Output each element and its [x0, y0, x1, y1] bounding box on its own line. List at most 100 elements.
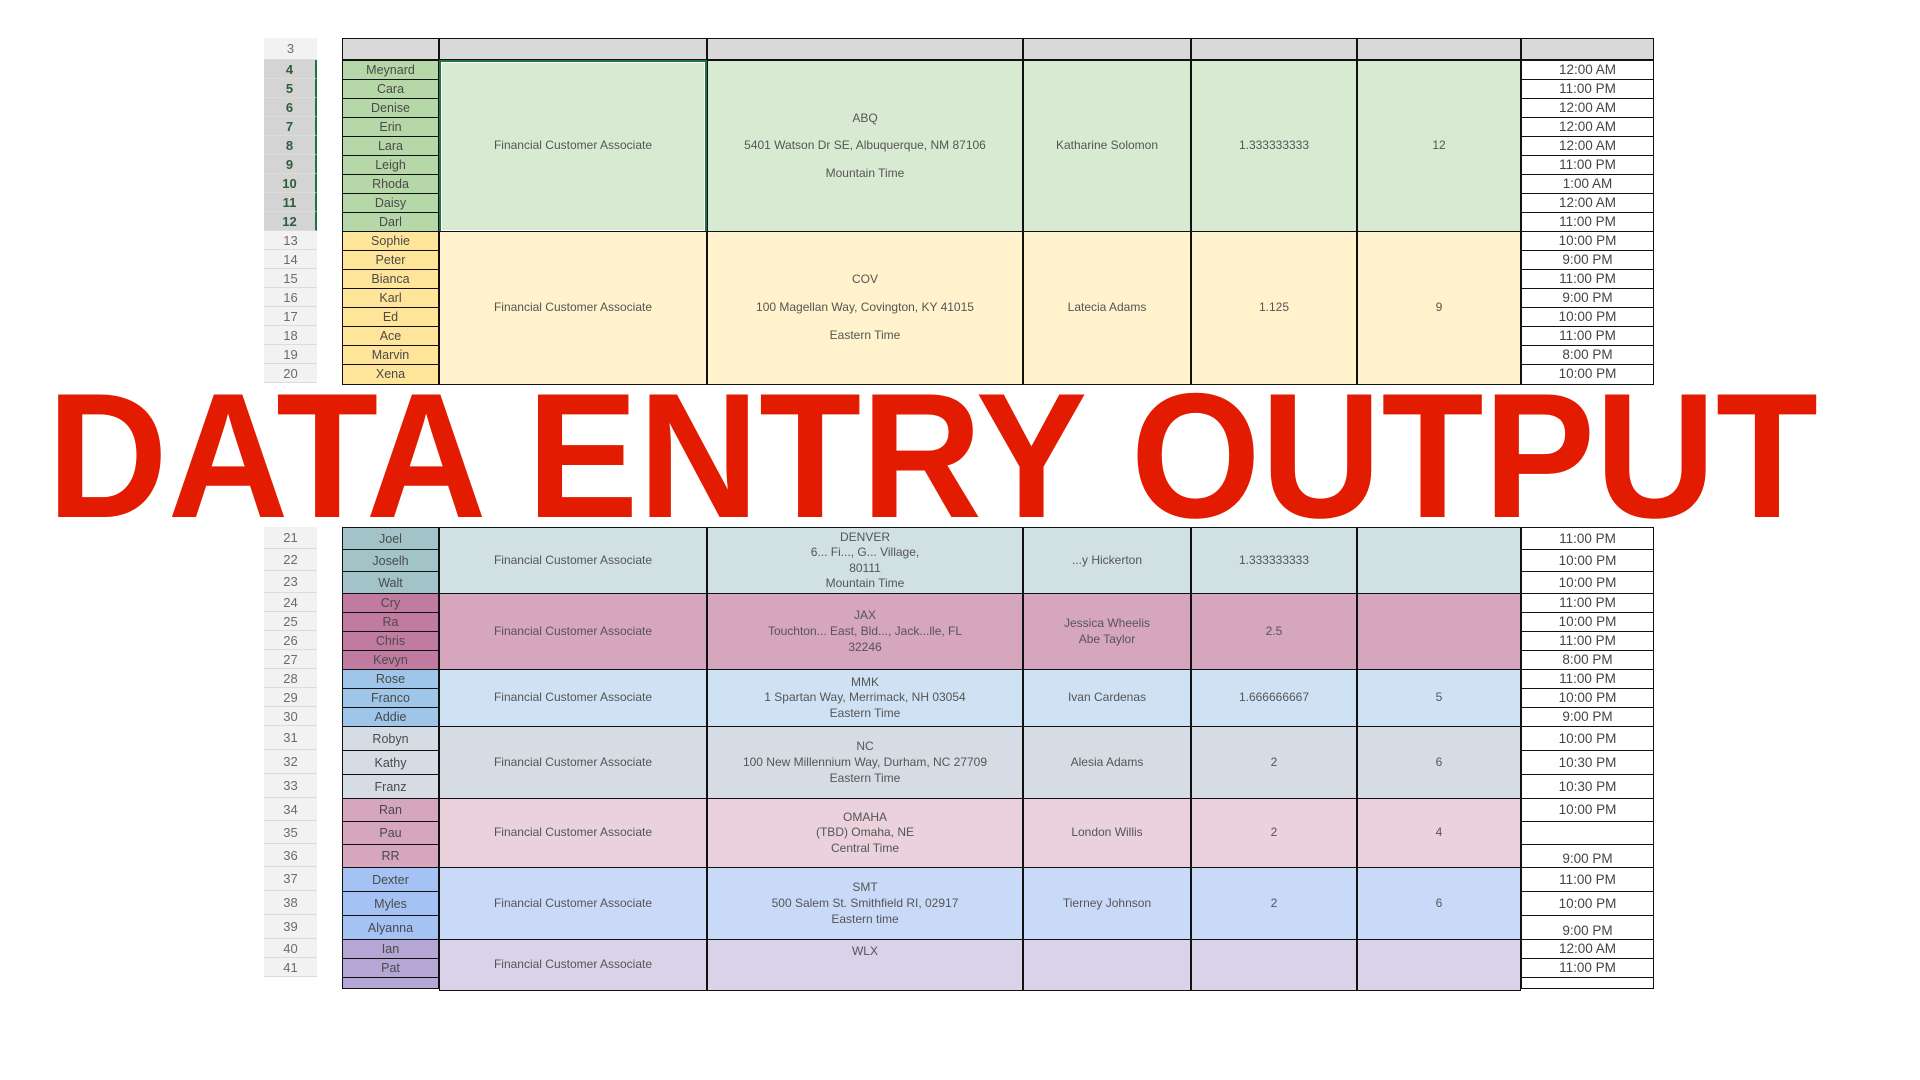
employee-name-cell[interactable]: Marvin — [342, 345, 439, 366]
location-cell[interactable]: MMK 1 Spartan Way, Merrimack, NH 03054 Eas… — [707, 669, 1023, 728]
schedule-time-cell[interactable]: 11:00 PM — [1521, 669, 1654, 690]
row-number[interactable]: 25 — [264, 612, 317, 631]
job-title-cell[interactable]: Financial Customer Associate — [439, 798, 707, 869]
schedule-time-cell[interactable]: 11:00 PM — [1521, 79, 1654, 100]
count-cell[interactable]: 6 — [1357, 726, 1521, 800]
column-header-c6[interactable] — [1357, 38, 1521, 60]
employee-name-cell[interactable]: RR — [342, 844, 439, 869]
count-cell[interactable]: 6 — [1357, 867, 1521, 941]
row-number[interactable]: 14 — [264, 250, 317, 269]
schedule-time-cell[interactable]: 10:00 PM — [1521, 688, 1654, 709]
consultant-cell[interactable]: Katharine Solomon — [1023, 60, 1191, 233]
ratio-cell[interactable]: 2 — [1191, 726, 1357, 800]
employee-name-cell[interactable]: Myles — [342, 891, 439, 917]
job-title-cell[interactable]: Financial Customer Associate — [439, 669, 707, 728]
consultant-cell[interactable]: Ivan Cardenas — [1023, 669, 1191, 728]
employee-name-cell[interactable]: Franz — [342, 774, 439, 800]
ratio-cell[interactable]: 1.125 — [1191, 231, 1357, 385]
count-cell[interactable]: 4 — [1357, 798, 1521, 869]
employee-name-cell[interactable]: Joselh — [342, 549, 439, 573]
schedule-time-cell[interactable]: 12:00 AM — [1521, 60, 1654, 81]
row-number[interactable]: 19 — [264, 345, 317, 364]
count-cell[interactable]: 9 — [1357, 231, 1521, 385]
job-title-cell[interactable]: Financial Customer Associate — [439, 867, 707, 941]
schedule-time-cell[interactable]: 9:00 PM — [1521, 844, 1654, 869]
row-number[interactable]: 16 — [264, 288, 317, 307]
employee-name-cell[interactable]: Joel — [342, 527, 439, 551]
row-number[interactable]: 26 — [264, 631, 317, 650]
ratio-cell[interactable]: 2.5 — [1191, 593, 1357, 671]
row-number[interactable]: 40 — [264, 939, 317, 958]
row-number[interactable]: 7 — [264, 117, 317, 136]
consultant-cell[interactable]: Alesia Adams — [1023, 726, 1191, 800]
column-header-time[interactable] — [1521, 38, 1654, 60]
count-cell[interactable]: 5 — [1357, 669, 1521, 728]
employee-name-cell[interactable]: Addie — [342, 707, 439, 728]
ratio-cell[interactable]: 1.333333333 — [1191, 60, 1357, 233]
job-title-cell[interactable]: Financial Customer Associate — [439, 593, 707, 671]
schedule-time-cell[interactable]: 12:00 AM — [1521, 136, 1654, 157]
row-number[interactable]: 38 — [264, 891, 317, 915]
employee-name-cell[interactable]: Daisy — [342, 193, 439, 214]
count-cell[interactable] — [1357, 939, 1521, 991]
row-number[interactable]: 3 — [264, 38, 317, 60]
location-cell[interactable]: OMAHA (TBD) Omaha, NE Central Time — [707, 798, 1023, 869]
schedule-time-cell[interactable]: 11:00 PM — [1521, 326, 1654, 347]
employee-name-cell[interactable]: Ran — [342, 798, 439, 823]
schedule-time-cell[interactable]: 12:00 AM — [1521, 117, 1654, 138]
ratio-cell[interactable] — [1191, 939, 1357, 991]
employee-name-cell[interactable]: Leigh — [342, 155, 439, 176]
row-number[interactable]: 11 — [264, 193, 317, 212]
consultant-cell[interactable]: Jessica Wheelis Abe Taylor — [1023, 593, 1191, 671]
schedule-time-cell[interactable]: 11:00 PM — [1521, 958, 1654, 979]
row-number[interactable]: 5 — [264, 79, 317, 98]
job-title-cell[interactable]: Financial Customer Associate — [439, 726, 707, 800]
employee-name-cell[interactable]: Lara — [342, 136, 439, 157]
employee-name-cell[interactable] — [342, 977, 439, 989]
consultant-cell[interactable]: ...y Hickerton — [1023, 527, 1191, 595]
employee-name-cell[interactable]: Darl — [342, 212, 439, 233]
employee-name-cell[interactable]: Rhoda — [342, 174, 439, 195]
schedule-time-cell[interactable] — [1521, 977, 1654, 989]
row-number[interactable]: 34 — [264, 798, 317, 821]
schedule-time-cell[interactable]: 10:00 PM — [1521, 307, 1654, 328]
row-number[interactable]: 29 — [264, 688, 317, 707]
count-cell[interactable]: 12 — [1357, 60, 1521, 233]
schedule-time-cell[interactable]: 11:00 PM — [1521, 867, 1654, 893]
row-number[interactable]: 22 — [264, 549, 317, 571]
ratio-cell[interactable]: 2 — [1191, 798, 1357, 869]
row-number[interactable]: 8 — [264, 136, 317, 155]
row-number[interactable]: 4 — [264, 60, 317, 79]
schedule-time-cell[interactable]: 12:00 AM — [1521, 939, 1654, 960]
employee-name-cell[interactable]: Sophie — [342, 231, 439, 252]
row-number[interactable]: 32 — [264, 750, 317, 774]
schedule-time-cell[interactable]: 11:00 PM — [1521, 212, 1654, 233]
consultant-cell[interactable]: Tierney Johnson — [1023, 867, 1191, 941]
employee-name-cell[interactable]: Ace — [342, 326, 439, 347]
ratio-cell[interactable]: 2 — [1191, 867, 1357, 941]
row-number[interactable]: 31 — [264, 726, 317, 750]
schedule-time-cell[interactable]: 10:00 PM — [1521, 891, 1654, 917]
row-number[interactable]: 23 — [264, 571, 317, 593]
employee-name-cell[interactable]: Robyn — [342, 726, 439, 752]
schedule-time-cell[interactable]: 10:00 PM — [1521, 798, 1654, 823]
schedule-time-cell[interactable]: 9:00 PM — [1521, 707, 1654, 728]
column-header-loc[interactable] — [707, 38, 1023, 60]
job-title-cell[interactable]: Financial Customer Associate — [439, 527, 707, 595]
employee-name-cell[interactable]: Denise — [342, 98, 439, 119]
ratio-cell[interactable]: 1.666666667 — [1191, 669, 1357, 728]
row-number[interactable]: 20 — [264, 364, 317, 383]
row-number[interactable]: 33 — [264, 774, 317, 798]
employee-name-cell[interactable]: Franco — [342, 688, 439, 709]
employee-name-cell[interactable]: Kevyn — [342, 650, 439, 671]
row-number[interactable]: 41 — [264, 958, 317, 977]
row-number[interactable]: 12 — [264, 212, 317, 231]
schedule-time-cell[interactable]: 10:00 PM — [1521, 364, 1654, 385]
count-cell[interactable] — [1357, 527, 1521, 595]
employee-name-cell[interactable]: Peter — [342, 250, 439, 271]
employee-name-cell[interactable]: Cry — [342, 593, 439, 614]
row-number[interactable]: 39 — [264, 915, 317, 939]
schedule-time-cell[interactable]: 12:00 AM — [1521, 193, 1654, 214]
column-header-job[interactable] — [439, 38, 707, 60]
schedule-time-cell[interactable]: 10:00 PM — [1521, 612, 1654, 633]
